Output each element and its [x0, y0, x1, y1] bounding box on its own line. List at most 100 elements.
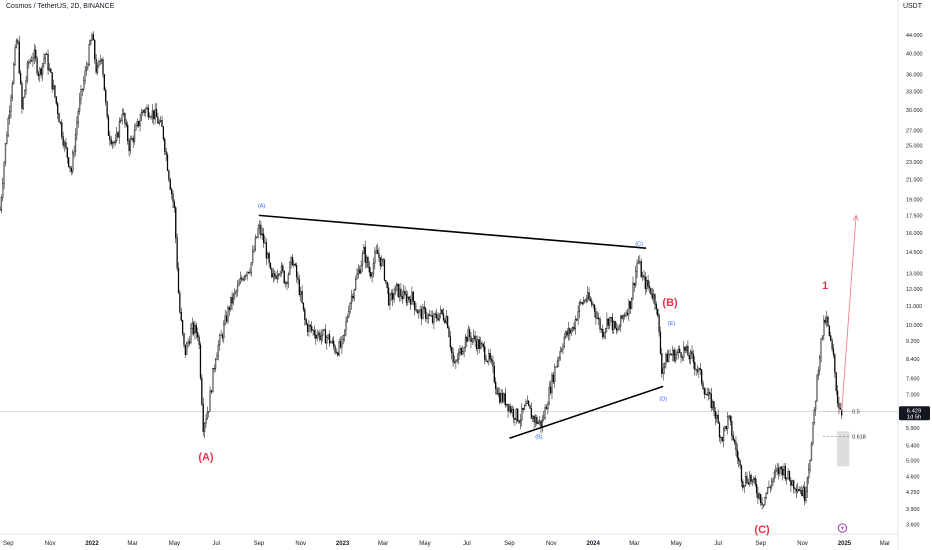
minor-wave-label: (B)	[535, 434, 543, 440]
candle-body	[582, 300, 585, 305]
candle-body	[279, 272, 281, 275]
candle-body	[624, 315, 626, 317]
y-tick-label: 11.000	[906, 304, 922, 310]
candle-body	[190, 328, 192, 344]
candle-body	[525, 403, 527, 406]
candle-body	[110, 139, 112, 145]
candle-body	[335, 352, 338, 354]
candle-body	[488, 353, 490, 362]
candle-body	[615, 327, 618, 331]
wave-labels-layer: (A) (B) (C) 1 (A) (B) (C) (D) (E)	[198, 204, 848, 536]
y-tick-label: 16.000	[906, 231, 923, 237]
candle-body	[714, 411, 717, 419]
candle-body	[687, 345, 689, 356]
candle-body	[593, 304, 596, 312]
candle-body	[766, 487, 769, 494]
candle-body	[276, 275, 278, 279]
candle-body	[289, 262, 291, 275]
candle-body	[338, 341, 340, 356]
candle-body	[171, 189, 173, 195]
candle-body	[17, 40, 19, 43]
candle-body	[699, 368, 701, 370]
candle-body	[36, 57, 38, 74]
candle-body	[161, 120, 163, 127]
candle-body	[814, 400, 817, 411]
x-tick-label: Mar	[127, 541, 137, 547]
candle-body	[407, 296, 409, 303]
candle-body	[411, 291, 413, 305]
candle-body	[506, 403, 508, 406]
chart-title: Cosmos / TetherUS, 2D, BINANCE	[6, 3, 115, 10]
candle-body	[322, 329, 324, 337]
candle-body	[175, 207, 177, 239]
candle-body	[302, 302, 305, 310]
candle-body	[676, 352, 678, 355]
x-tick-label: 2024	[586, 541, 600, 547]
time-axis[interactable]: Sep Nov 2022 Mar May Jul Sep Nov 2023 Mar May Jul Se…	[3, 541, 890, 547]
y-tick-label: 17.500	[906, 213, 923, 219]
candle-body	[447, 316, 449, 328]
candle-body	[368, 266, 370, 273]
candle-body	[467, 329, 469, 342]
candle-body	[688, 355, 690, 360]
candle-body	[146, 107, 148, 110]
candle-body	[705, 393, 707, 395]
candle-body	[375, 249, 377, 253]
candle-body	[732, 435, 734, 441]
candles-layer	[0, 31, 843, 510]
candle-body	[331, 340, 333, 343]
candle-body	[532, 415, 534, 419]
candle-body	[13, 64, 15, 84]
x-tick-label: Sep	[3, 541, 14, 547]
candle-body	[512, 408, 515, 419]
candle-body	[47, 53, 49, 71]
candle-body	[246, 271, 248, 277]
x-tick-label: 2022	[85, 541, 99, 547]
candle-body	[571, 327, 574, 331]
candle-body	[46, 53, 48, 55]
candle-body	[404, 290, 406, 295]
candle-body	[245, 275, 247, 277]
x-tick-label: Mar	[629, 541, 639, 547]
candle-body	[272, 273, 274, 278]
candle-body	[453, 361, 456, 363]
y-tick-label: 14.500	[906, 250, 923, 256]
candle-body	[202, 403, 204, 432]
candle-body	[6, 135, 8, 144]
candle-body	[136, 121, 138, 126]
candle-body	[19, 72, 22, 84]
price-axis[interactable]: 44.000 40.000 36.000 33.000 30.000 27.000 25.0…	[899, 33, 930, 529]
y-tick-label: 44.000	[906, 33, 923, 39]
candle-body	[252, 251, 254, 263]
candle-body	[291, 256, 294, 266]
candle-body	[0, 197, 2, 211]
candle-body	[18, 41, 20, 74]
candle-body	[694, 361, 696, 370]
candle-body	[602, 329, 604, 338]
candle-body	[32, 57, 34, 62]
candle-body	[201, 377, 203, 405]
candle-body	[720, 436, 722, 438]
candle-body	[611, 317, 614, 330]
candle-body	[658, 315, 660, 333]
candle-body	[333, 340, 335, 347]
candle-body	[478, 339, 480, 349]
candle-body	[8, 111, 11, 119]
candle-body	[764, 497, 766, 506]
candle-body	[760, 493, 762, 504]
candle-body	[474, 335, 476, 342]
candle-body	[544, 406, 546, 418]
candle-body	[670, 354, 673, 356]
y-tick-label: 5.000	[906, 458, 920, 464]
candle-body	[39, 68, 41, 76]
x-tick-label: Mar	[880, 541, 890, 547]
candle-body	[353, 289, 355, 299]
candle-body	[283, 270, 285, 284]
candle-body	[827, 316, 829, 326]
candle-body	[355, 278, 357, 290]
candle-body	[133, 129, 136, 142]
candle-body	[518, 420, 520, 423]
candle-body	[118, 120, 121, 138]
candle-body	[617, 329, 619, 331]
